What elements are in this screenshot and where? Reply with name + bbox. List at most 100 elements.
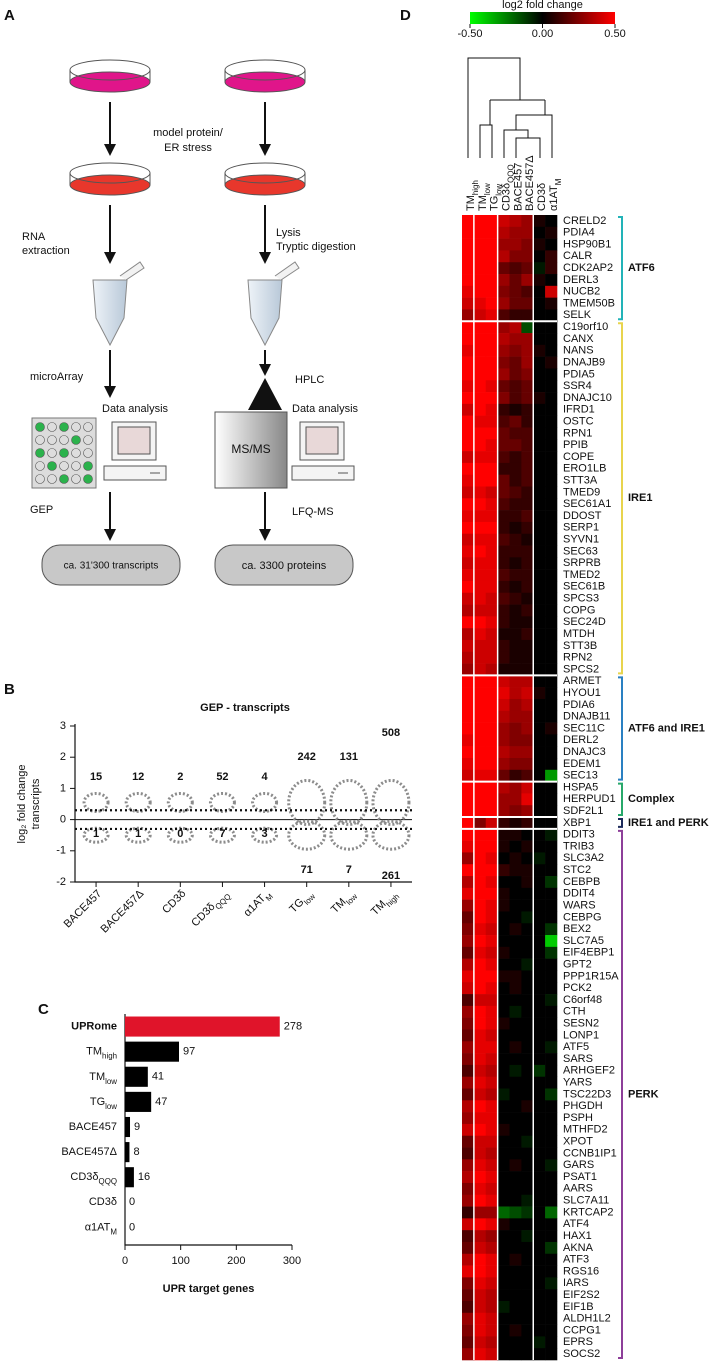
heatmap-cell: [509, 521, 522, 535]
heatmap-cell: [462, 462, 475, 475]
value-label: 8: [133, 1146, 139, 1158]
heatmap-cell: [509, 651, 522, 664]
heatmap-cell: [485, 722, 498, 735]
heatmap-cell: [485, 840, 498, 853]
heatmap-cell: [509, 1041, 522, 1054]
panel-label: A: [4, 7, 15, 24]
heatmap-cell: [485, 1029, 498, 1042]
heatmap-cell: [462, 285, 475, 298]
gene-label: DNAJC3: [563, 746, 606, 758]
heatmap-cell: [497, 1088, 510, 1101]
heatmap-cell: [521, 427, 534, 440]
gene-label: OSTC: [563, 415, 594, 427]
heatmap-cell: [521, 580, 534, 594]
heatmap-cell: [485, 663, 498, 676]
heatmap-cell: [509, 1253, 522, 1266]
gene-label: XPOT: [563, 1136, 593, 1148]
heatmap-cell: [485, 215, 498, 228]
heatmap-cell: [533, 238, 546, 251]
heatmap-cell: [533, 864, 546, 877]
heatmap-cell: [533, 852, 546, 865]
heatmap-cell: [509, 356, 522, 369]
heatmap-cell: [473, 1182, 487, 1196]
heatmap-cell: [473, 569, 487, 582]
heatmap-cell: [485, 935, 498, 948]
heatmap-cell: [473, 698, 487, 712]
heatmap-cell: [473, 1017, 487, 1030]
heatmap-cell: [509, 451, 522, 464]
y-tick-label-sub: high: [102, 1051, 117, 1060]
heatmap-cell: [545, 639, 558, 653]
heatmap-cell: [473, 521, 487, 535]
heatmap-cell: [462, 840, 475, 853]
heatmap-cell: [533, 769, 546, 782]
heatmap-cell: [462, 262, 475, 275]
heatmap-cell: [521, 675, 534, 688]
heatmap-cell: [462, 698, 475, 712]
heatmap-cell: [497, 1230, 510, 1243]
heatmap-cell: [533, 734, 546, 747]
heatmap-cell: [485, 1265, 498, 1278]
column-label-sub: QQQ: [506, 164, 515, 182]
heatmap-cell: [473, 533, 487, 546]
gene-label: DNAJB9: [563, 356, 605, 368]
heatmap-cell: [521, 1088, 534, 1101]
y-tick-label: TGlow: [90, 1096, 117, 1111]
heatmap-cell: [533, 828, 546, 841]
heatmap-cell: [497, 368, 510, 381]
heatmap-cell: [485, 498, 498, 511]
step-label: Data analysis: [292, 403, 359, 415]
heatmap-cell: [521, 1005, 534, 1018]
gene-label: STC2: [563, 864, 591, 876]
gene-label: WARS: [563, 899, 596, 911]
heatmap-cell: [462, 592, 475, 605]
heatmap-cell: [521, 840, 534, 853]
count-label: 131: [340, 751, 358, 763]
x-tick-label: α1ATM: [241, 888, 274, 921]
count-label: 2: [177, 771, 183, 783]
gene-label: DDOST: [563, 510, 602, 522]
heatmap-cell: [545, 1253, 558, 1266]
heatmap-cell: [473, 805, 487, 818]
heatmap-cell: [462, 710, 475, 723]
heatmap-cell: [545, 982, 558, 995]
heatmap-cell: [521, 510, 534, 523]
box-label: MS/MS: [231, 442, 270, 456]
colorbar-tick-label: -0.50: [457, 28, 482, 40]
gene-label: SEC61A1: [563, 498, 611, 510]
heatmap-cell: [545, 545, 558, 558]
heatmap-cell: [509, 1265, 522, 1278]
gene-label: SEC63: [563, 545, 598, 557]
heatmap-cell: [521, 935, 534, 948]
heatmap-cell: [473, 1336, 487, 1349]
count-label: 0: [177, 828, 183, 840]
heatmap-cell: [473, 840, 487, 853]
heatmap-cell: [533, 1277, 546, 1290]
point-cloud: [251, 791, 279, 813]
heatmap-cell: [533, 226, 546, 239]
heatmap-cell: [473, 356, 487, 369]
x-axis-label: UPR target genes: [163, 1283, 255, 1295]
y-tick-label-main: α1AT: [85, 1221, 111, 1233]
heatmap-cell: [521, 462, 534, 475]
panel-label: D: [400, 7, 411, 24]
heatmap-cell: [473, 710, 487, 723]
heatmap-cell: [462, 1112, 475, 1125]
point-cloud: [329, 819, 369, 851]
heatmap-cell: [473, 1159, 487, 1172]
heatmap-cell: [533, 675, 546, 688]
heatmap-cell: [521, 250, 534, 263]
panel-label: C: [38, 1001, 49, 1018]
heatmap-cell: [485, 262, 498, 275]
heatmap-cell: [509, 1076, 522, 1089]
heatmap-cell: [521, 1147, 534, 1160]
heatmap-cell: [545, 439, 558, 452]
heatmap-cell: [509, 1088, 522, 1101]
heatmap-cell: [533, 533, 546, 546]
heatmap-cell: [521, 1182, 534, 1196]
heatmap-cell: [497, 616, 510, 629]
heatmap-cell: [473, 344, 487, 357]
heatmap-cell: [533, 285, 546, 298]
heatmap-cell: [473, 1005, 487, 1018]
heatmap-cell: [521, 1135, 534, 1148]
